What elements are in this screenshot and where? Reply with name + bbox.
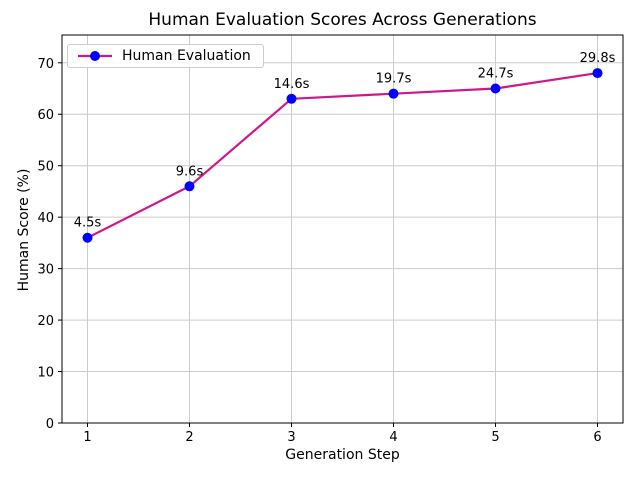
- y-tick-label: 30: [37, 263, 54, 278]
- series-line: [87, 71, 598, 239]
- data-point-marker: [184, 181, 195, 192]
- legend: Human Evaluation: [67, 44, 264, 68]
- legend-line-marker-icon: [78, 51, 112, 61]
- data-point-annotation: 4.5s: [74, 216, 102, 231]
- x-tick-label: 6: [593, 430, 601, 445]
- data-point-annotation: 14.6s: [274, 77, 310, 92]
- data-point-marker: [490, 83, 501, 94]
- y-tick-label: 50: [37, 160, 54, 175]
- x-tick-label: 4: [389, 430, 397, 445]
- chart-title: Human Evaluation Scores Across Generatio…: [148, 10, 537, 30]
- data-point-annotation: 9.6s: [176, 164, 204, 179]
- data-point-marker: [592, 68, 603, 79]
- x-tick-label: 2: [185, 430, 193, 445]
- data-point-marker: [286, 93, 297, 104]
- axes-frame: [61, 34, 624, 424]
- data-point-annotation: 24.7s: [478, 67, 514, 82]
- y-axis-label: Human Score (%): [16, 168, 32, 292]
- data-point-marker: [388, 88, 399, 99]
- data-point-annotation: 29.8s: [580, 51, 616, 66]
- y-tick-label: 60: [37, 108, 54, 123]
- y-tick-label: 70: [37, 57, 54, 72]
- y-tick-label: 10: [37, 366, 54, 381]
- data-point-marker: [82, 232, 93, 243]
- x-tick-label: 5: [491, 430, 499, 445]
- x-tick-label: 1: [83, 430, 91, 445]
- y-tick-label: 0: [46, 417, 54, 432]
- x-tick-label: 3: [287, 430, 295, 445]
- y-tick-label: 20: [37, 314, 54, 329]
- x-axis-label: Generation Step: [285, 447, 400, 463]
- y-tick-label: 40: [37, 211, 54, 226]
- data-point-annotation: 19.7s: [376, 72, 412, 87]
- legend-series-label: Human Evaluation: [122, 48, 251, 64]
